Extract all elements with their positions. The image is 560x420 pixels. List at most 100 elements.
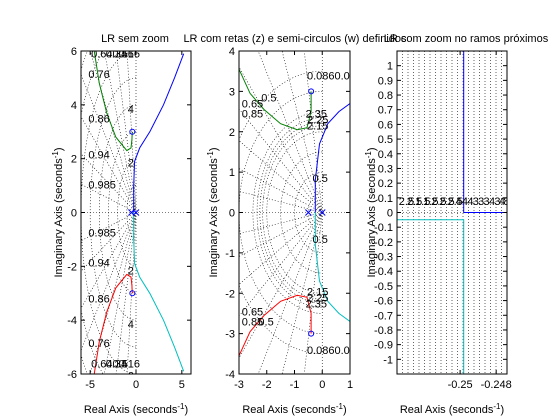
grid-ray	[239, 212, 323, 257]
grid-label: 0.5	[261, 92, 276, 104]
y-tick-label: 4	[229, 46, 235, 58]
locus-branch	[314, 103, 350, 213]
grid-label: 2.35	[306, 298, 327, 310]
grid-circle	[239, 70, 323, 355]
x-axis-label: Real Axis (seconds-1)	[242, 402, 346, 416]
grid-ray	[239, 140, 323, 213]
locus-branch	[93, 51, 133, 152]
y-tick-label: 6	[71, 46, 77, 58]
y-tick-label: 1	[387, 61, 393, 73]
locus-branch	[397, 219, 465, 374]
y-tick-label: 2	[229, 127, 235, 139]
y-tick-label: -0.9	[374, 340, 393, 352]
grid-ray	[81, 212, 137, 242]
chart-panel-lr-com-retas: LR com retas (z) e semi-circulos (w) def…	[183, 33, 407, 416]
grid-label: 0.76	[88, 338, 109, 350]
grid-label: 0.16	[119, 49, 140, 61]
grid-label: 2.5	[399, 196, 414, 208]
y-tick-label: -1	[383, 354, 393, 366]
y-tick-label: -6	[67, 369, 77, 381]
grid-label: 4	[489, 196, 495, 208]
y-tick-label: -0.6	[374, 296, 393, 308]
grid-label: 0.85	[242, 317, 263, 329]
x-axis-label: Real Axis (seconds-1)	[84, 402, 188, 416]
grid-label: 2	[128, 158, 134, 170]
grid-ray	[81, 153, 137, 213]
y-tick-label: 0	[387, 208, 393, 220]
grid-label: 3	[494, 196, 500, 208]
grid-label: 0.0860.0	[307, 345, 350, 357]
grid-label: 6	[128, 49, 134, 61]
y-tick-label: 0.9	[378, 75, 393, 87]
y-tick-label: -0.8	[374, 325, 393, 337]
chart-panel-lr-com-zoom: LR com zoom no ramos próximos 2.52.51.51…	[364, 33, 549, 416]
grid-label: 4	[456, 196, 462, 208]
x-tick-label: -0.25	[448, 379, 473, 391]
grid-label: 2	[128, 265, 134, 277]
chart-title: LR com retas (z) e semi-circulos (w) def…	[183, 33, 407, 45]
y-tick-label: 0.8	[378, 90, 393, 102]
grid-label: 0.5	[258, 317, 273, 329]
grid-label: 0.16	[119, 358, 140, 370]
zero-marker	[308, 88, 315, 95]
chart-panel-lr-sem-zoom: LR sem zoom 0.640.50.340.160.760.860.940…	[51, 33, 192, 416]
grid-label: 2.5	[407, 196, 422, 208]
y-tick-label: -0.5	[374, 281, 393, 293]
grid-ray	[257, 212, 323, 374]
grid-circle	[81, 51, 137, 374]
y-tick-label: 0.1	[378, 193, 393, 205]
grid-label: 0.85	[242, 109, 263, 121]
x-axis-label: Real Axis (seconds-1)	[400, 402, 504, 416]
y-tick-label: -0.4	[374, 266, 393, 278]
grid-label: 0.985	[88, 179, 116, 191]
plot-content: 0.0860.00.650.50.85 2.352.252.150.50.52.1…	[239, 51, 350, 374]
grid-ray	[281, 212, 323, 374]
chart-title: LR com zoom no ramos próximos	[384, 33, 549, 45]
grid-label: 2.5	[431, 196, 446, 208]
grid-label: 0.0860.0	[307, 70, 350, 82]
locus-branch	[239, 68, 312, 131]
grid-label: 0.86	[88, 113, 109, 125]
y-tick-label: -4	[225, 369, 235, 381]
grid-ray	[81, 183, 137, 213]
y-tick-label: 0.6	[378, 119, 393, 131]
plot-content: 0.640.50.340.160.760.860.940.9850.9850.9…	[81, 49, 191, 382]
grid-label: 0.5	[313, 234, 328, 246]
grid-label: 4	[467, 196, 473, 208]
grid-label: 0.34	[106, 49, 127, 61]
pole-marker	[132, 209, 140, 216]
locus-branch	[133, 53, 185, 213]
grid-label: 4	[128, 319, 134, 331]
locus-branch	[93, 273, 133, 374]
x-tick-label: -5	[85, 379, 95, 391]
y-tick-label: 0	[71, 208, 77, 220]
pole-marker	[318, 209, 326, 216]
grid-ray	[257, 51, 323, 213]
y-tick-label: 1	[229, 167, 235, 179]
grid-label: 0.34	[106, 358, 127, 370]
y-tick-label: -0.2	[374, 237, 393, 249]
y-tick-label: 0.3	[378, 163, 393, 175]
grid-label: 2.35	[306, 109, 327, 121]
grid-ray	[281, 51, 323, 213]
grid-label: 1.5	[423, 196, 438, 208]
x-tick-label: 5	[179, 379, 185, 391]
x-tick-label: 1	[347, 379, 353, 391]
y-tick-label: 0.7	[378, 105, 393, 117]
pole-marker	[305, 209, 312, 216]
grid-label: 6	[128, 370, 134, 382]
y-tick-label: 0.2	[378, 178, 393, 190]
x-tick-label: -3	[234, 379, 244, 391]
y-tick-label: 0.5	[378, 134, 393, 146]
grid-circle	[239, 91, 323, 334]
locus-branch	[314, 212, 350, 322]
grid-label: 8	[503, 196, 509, 208]
chart-title: LR sem zoom	[101, 33, 169, 45]
grid-label: 2.25	[307, 115, 328, 127]
x-tick-label: 0	[319, 379, 325, 391]
grid-label: 0.94	[88, 150, 109, 162]
grid-circle	[294, 171, 323, 254]
locus-branch	[133, 212, 185, 372]
